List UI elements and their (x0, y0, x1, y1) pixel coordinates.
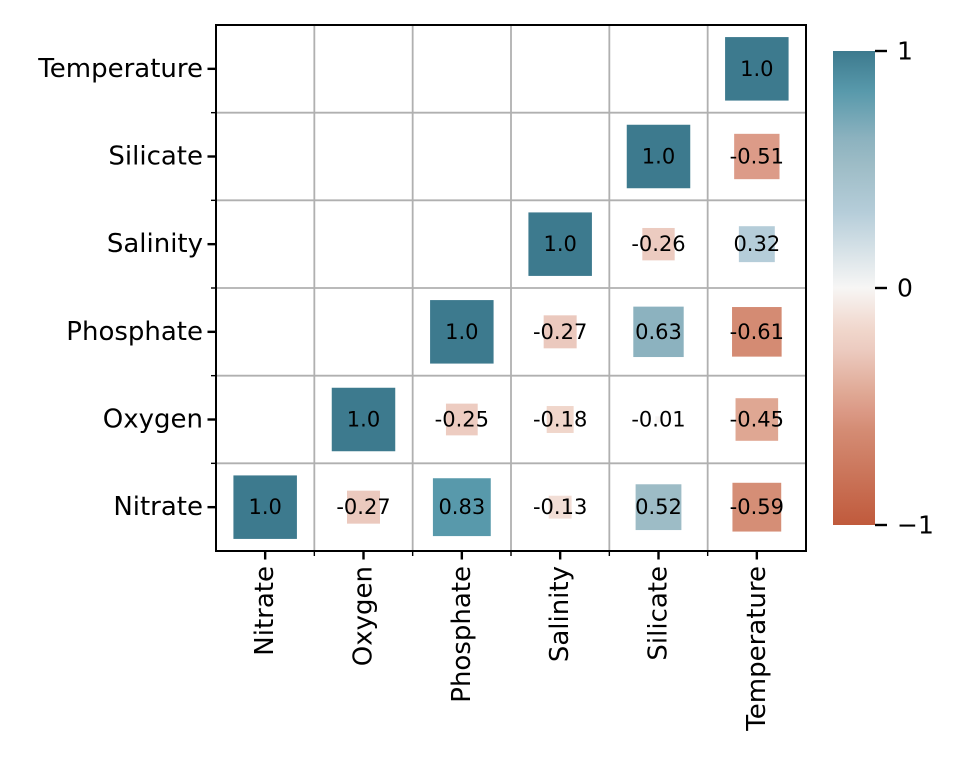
matrix-cell-oxygen-salinity (546, 406, 574, 433)
colorbar-tick-label-0: 0 (897, 274, 913, 303)
cell-value-label: 1.0 (642, 145, 675, 169)
matrix-cell-phosphate-silicate (633, 306, 684, 358)
matrix-cell-nitrate-salinity (548, 495, 572, 519)
cell-value-label: 0.52 (635, 495, 682, 519)
matrix-cell-temperature-temperature (725, 37, 789, 101)
colorbar (833, 51, 875, 525)
matrix-cell-nitrate-phosphate (432, 478, 491, 537)
x-tick-label-temperature: Temperature (742, 566, 772, 732)
matrix-cell-oxygen-phosphate (445, 403, 478, 436)
matrix-cell-salinity-silicate (642, 227, 675, 261)
cell-value-label: -0.13 (533, 495, 587, 519)
matrix-cell-phosphate-salinity (543, 315, 577, 349)
y-tick-label-temperature: Temperature (37, 54, 203, 84)
cell-value-label: -0.59 (730, 495, 784, 519)
matrix-cell-nitrate-silicate (635, 484, 682, 531)
cell-value-label: -0.01 (631, 408, 685, 432)
cell-value-label: -0.26 (631, 232, 685, 256)
cell-value-label: 1.0 (740, 57, 773, 81)
matrix-cell-salinity-salinity (528, 212, 592, 276)
y-tick-label-phosphate: Phosphate (66, 317, 203, 347)
cell-value-label: -0.18 (533, 408, 587, 432)
x-tick-label-nitrate: Nitrate (250, 566, 280, 656)
cell-value-label: 1.0 (248, 495, 281, 519)
cell-value-label: 0.63 (635, 320, 682, 344)
matrix-cell-salinity-temperature (738, 226, 775, 263)
matrix-cell-oxygen-oxygen (331, 387, 396, 452)
x-tick-label-salinity: Salinity (545, 566, 575, 662)
cell-value-label: 1.0 (543, 232, 576, 256)
matrix-cell-nitrate-temperature (732, 482, 782, 532)
cell-value-label: -0.25 (435, 408, 489, 432)
x-tick-label-silicate: Silicate (644, 566, 674, 661)
colorbar-tick-label-1: 1 (897, 37, 913, 66)
matrix-cell-silicate-temperature (734, 133, 780, 180)
matrix-cell-phosphate-phosphate (430, 300, 494, 364)
matrix-cell-nitrate-oxygen (347, 490, 380, 524)
cell-value-label: 1.0 (445, 320, 478, 344)
cell-value-label: -0.27 (336, 495, 390, 519)
colorbar-tick-label--1: −1 (897, 511, 934, 540)
cell-value-label: 0.83 (438, 495, 485, 519)
cell-value-label: -0.51 (730, 145, 784, 169)
cell-value-label: 0.32 (733, 232, 780, 256)
x-tick-label-oxygen: Oxygen (349, 566, 379, 666)
y-tick-label-oxygen: Oxygen (103, 405, 203, 435)
cell-value-label: -0.45 (730, 408, 784, 432)
matrix-cell-oxygen-temperature (735, 398, 779, 441)
y-tick-label-silicate: Silicate (108, 142, 203, 172)
matrix-cell-silicate-silicate (626, 124, 691, 189)
y-tick-label-nitrate: Nitrate (113, 492, 203, 522)
matrix-cell-phosphate-temperature (732, 307, 782, 357)
y-tick-label-salinity: Salinity (107, 229, 203, 259)
matrix-cell-nitrate-nitrate (233, 475, 297, 539)
x-tick-label-phosphate: Phosphate (447, 566, 477, 703)
cell-value-label: -0.27 (533, 320, 587, 344)
cell-value-label: 1.0 (347, 408, 380, 432)
cell-value-label: -0.61 (730, 320, 784, 344)
matrix-cell-oxygen-silicate (655, 416, 662, 423)
